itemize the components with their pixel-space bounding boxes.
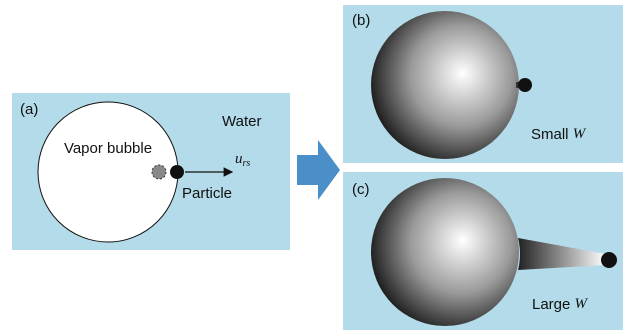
caption-variable: W — [575, 296, 589, 312]
panel-label: (c) — [352, 181, 370, 198]
particle-ghost — [152, 165, 166, 179]
transition-arrow — [297, 140, 340, 200]
particle — [518, 78, 532, 92]
panel-label: (b) — [352, 12, 370, 29]
particle — [601, 252, 617, 268]
medium-label: Water — [222, 113, 261, 130]
caption: Large W — [532, 296, 589, 313]
bubble-label: Vapor bubble — [64, 140, 152, 157]
caption: Small W — [531, 126, 587, 143]
velocity-subscript: rs — [243, 158, 251, 169]
caption-variable: W — [573, 126, 587, 142]
bubble-sphere — [371, 178, 519, 326]
caption-text: Large — [532, 296, 570, 313]
caption-text: Small — [531, 126, 569, 143]
bubble-sphere — [371, 11, 519, 159]
panel-label: (a) — [20, 101, 38, 118]
diagram: (a) Water Vapor bubble urs Particle (b) … — [0, 0, 626, 333]
velocity-symbol: u — [235, 151, 243, 167]
particle — [170, 165, 184, 179]
particle-label: Particle — [182, 185, 232, 202]
